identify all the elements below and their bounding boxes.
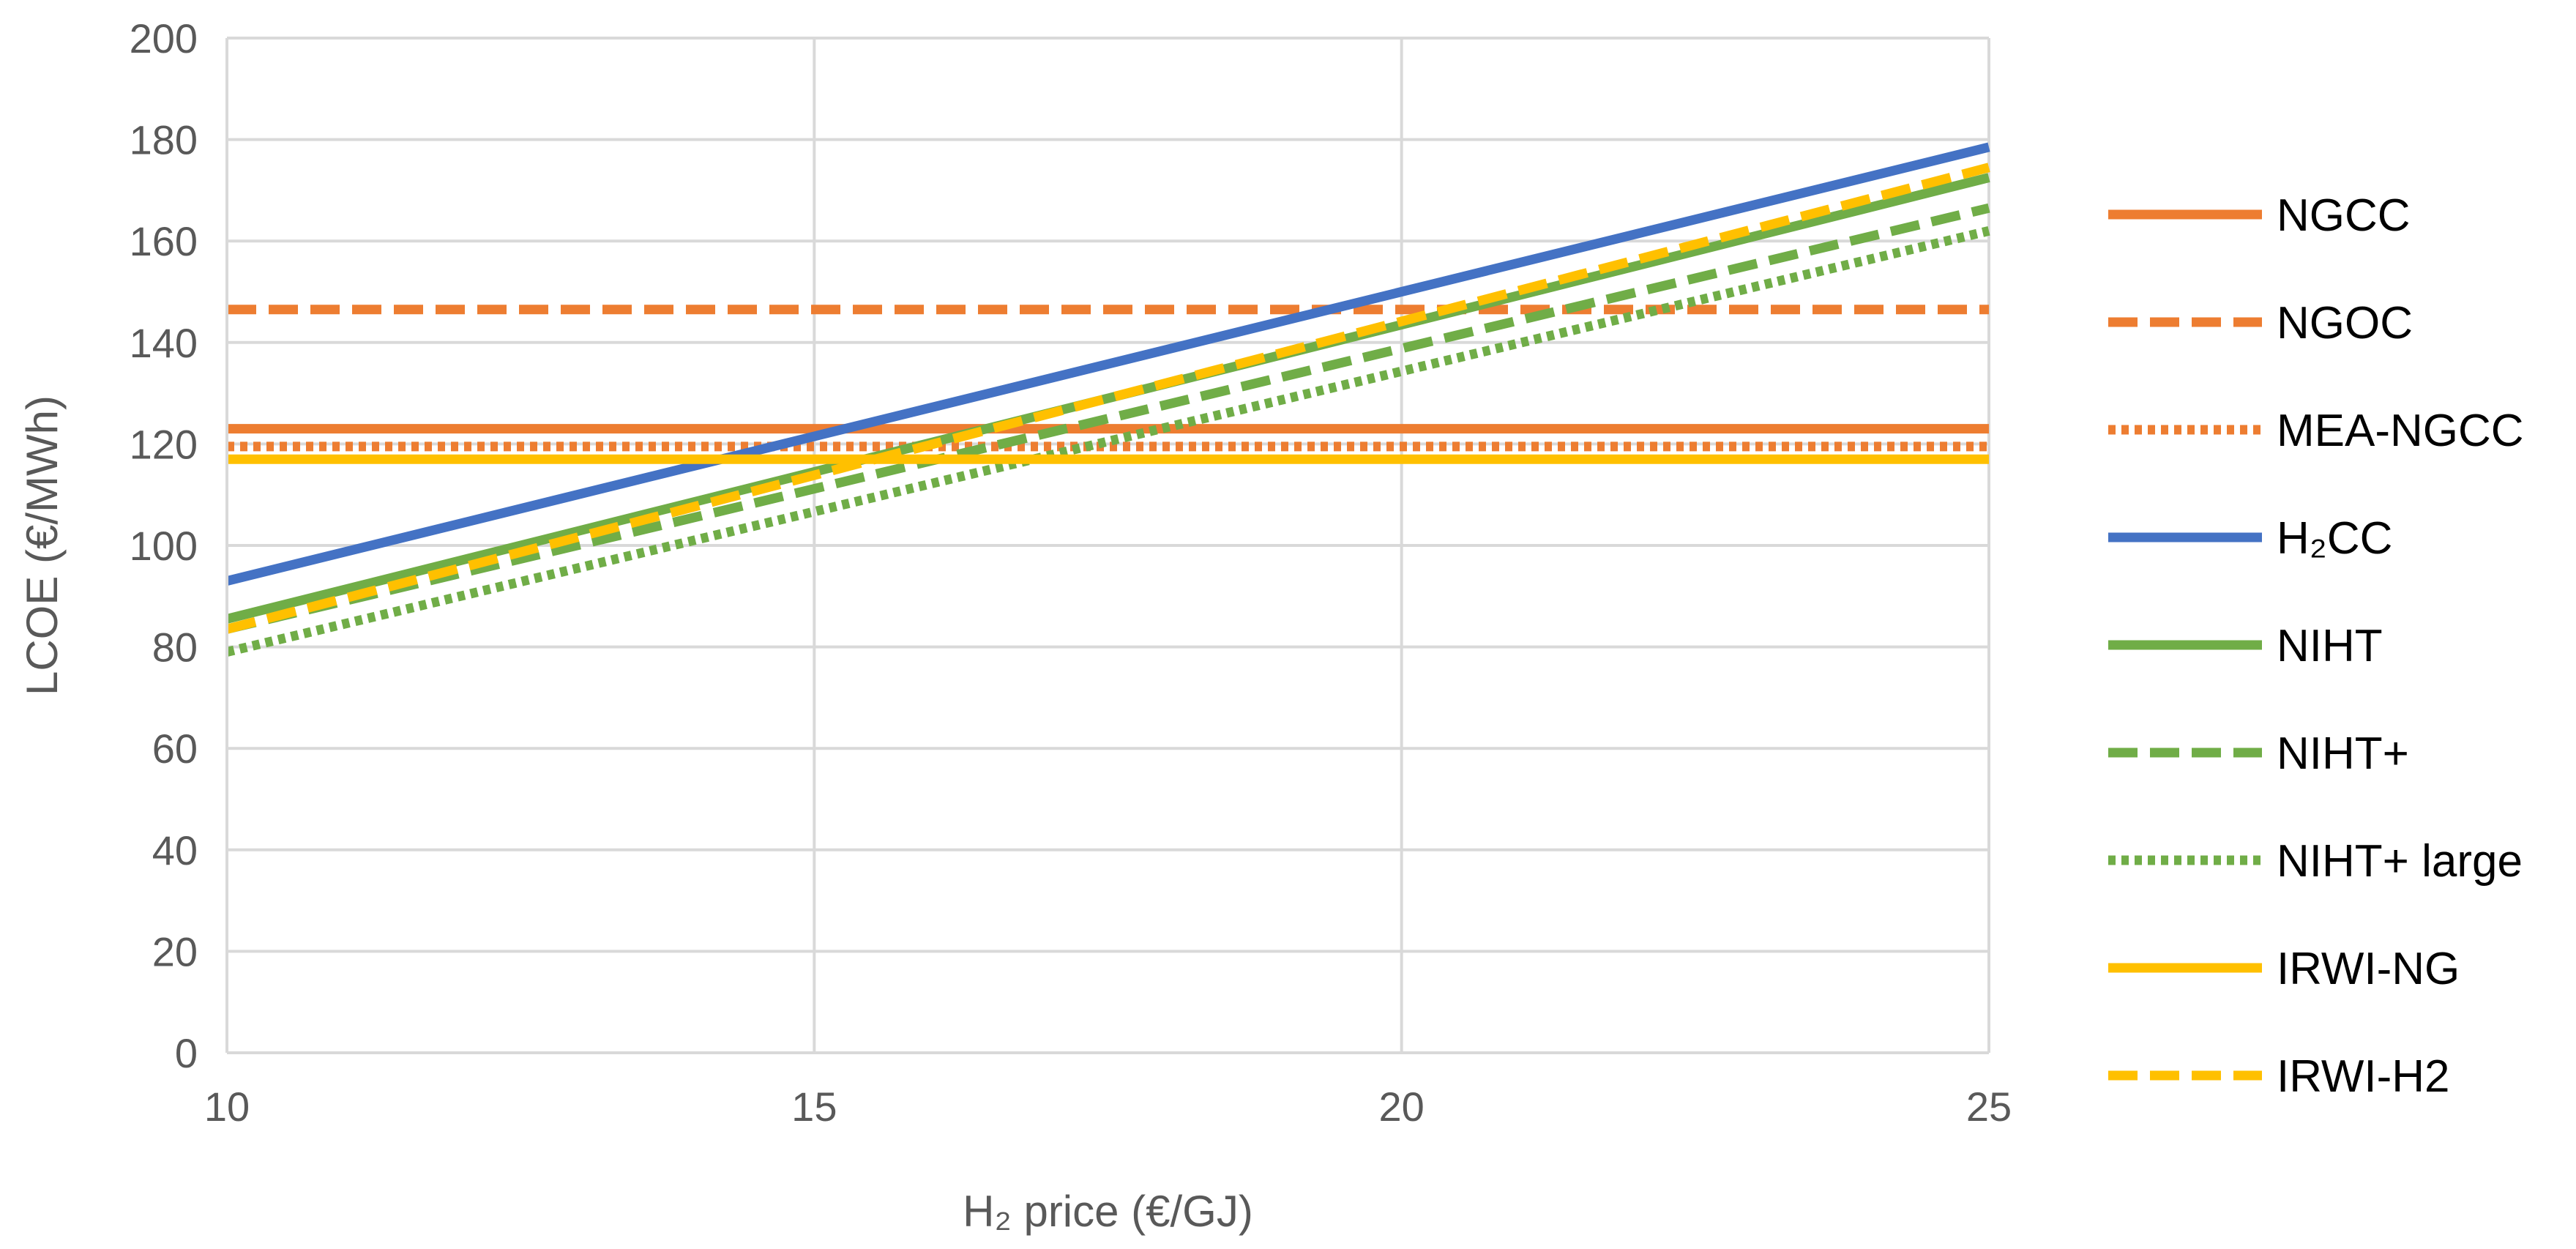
y-tick-label: 140 — [130, 320, 198, 366]
y-tick-label: 120 — [130, 421, 198, 467]
axes: 0 20 40 60 80 100 120 140 160 180 200 10 15 20 25 — [130, 15, 2012, 1130]
legend-label: NIHT+ large — [2277, 836, 2523, 887]
legend-label: MEA-NGCC — [2277, 406, 2524, 456]
y-axis-title: LCOE (€/MWh) — [18, 395, 67, 696]
x-tick-label: 10 — [204, 1084, 250, 1130]
plot-series — [225, 142, 1990, 657]
y-tick-label: 180 — [130, 117, 198, 163]
legend-label: NGCC — [2277, 190, 2411, 241]
legend-label: NGOC — [2277, 298, 2413, 348]
series-line — [225, 163, 1990, 634]
series-line — [225, 203, 1990, 634]
x-tick-label: 20 — [1379, 1084, 1425, 1130]
legend-label: NIHT+ — [2277, 728, 2409, 779]
legend-label: IRWI-H2 — [2277, 1051, 2450, 1102]
y-tick-label: 160 — [130, 218, 198, 264]
y-tick-label: 0 — [175, 1030, 198, 1076]
grid — [227, 37, 1990, 1053]
y-tick-label: 100 — [130, 523, 198, 569]
y-tick-label: 20 — [152, 928, 198, 974]
x-tick-label: 15 — [791, 1084, 837, 1130]
y-tick-label: 200 — [130, 15, 198, 61]
series-line — [225, 142, 1990, 586]
legend-label: H₂CC — [2277, 513, 2392, 564]
legend: NGCC NGOC MEA-NGCC H₂CC NIHT NIHT+ NIHT+ large… — [2108, 190, 2524, 1102]
legend-label: NIHT — [2277, 621, 2383, 671]
y-tick-label: 40 — [152, 827, 198, 873]
legend-label: IRWI-NG — [2277, 944, 2460, 994]
y-tick-label: 80 — [152, 624, 198, 671]
series-line — [225, 173, 1990, 624]
x-axis-title: H₂ price (€/GJ) — [963, 1187, 1253, 1236]
series-line — [225, 226, 1990, 657]
x-tick-label: 25 — [1966, 1084, 2012, 1130]
y-tick-label: 60 — [152, 726, 198, 772]
